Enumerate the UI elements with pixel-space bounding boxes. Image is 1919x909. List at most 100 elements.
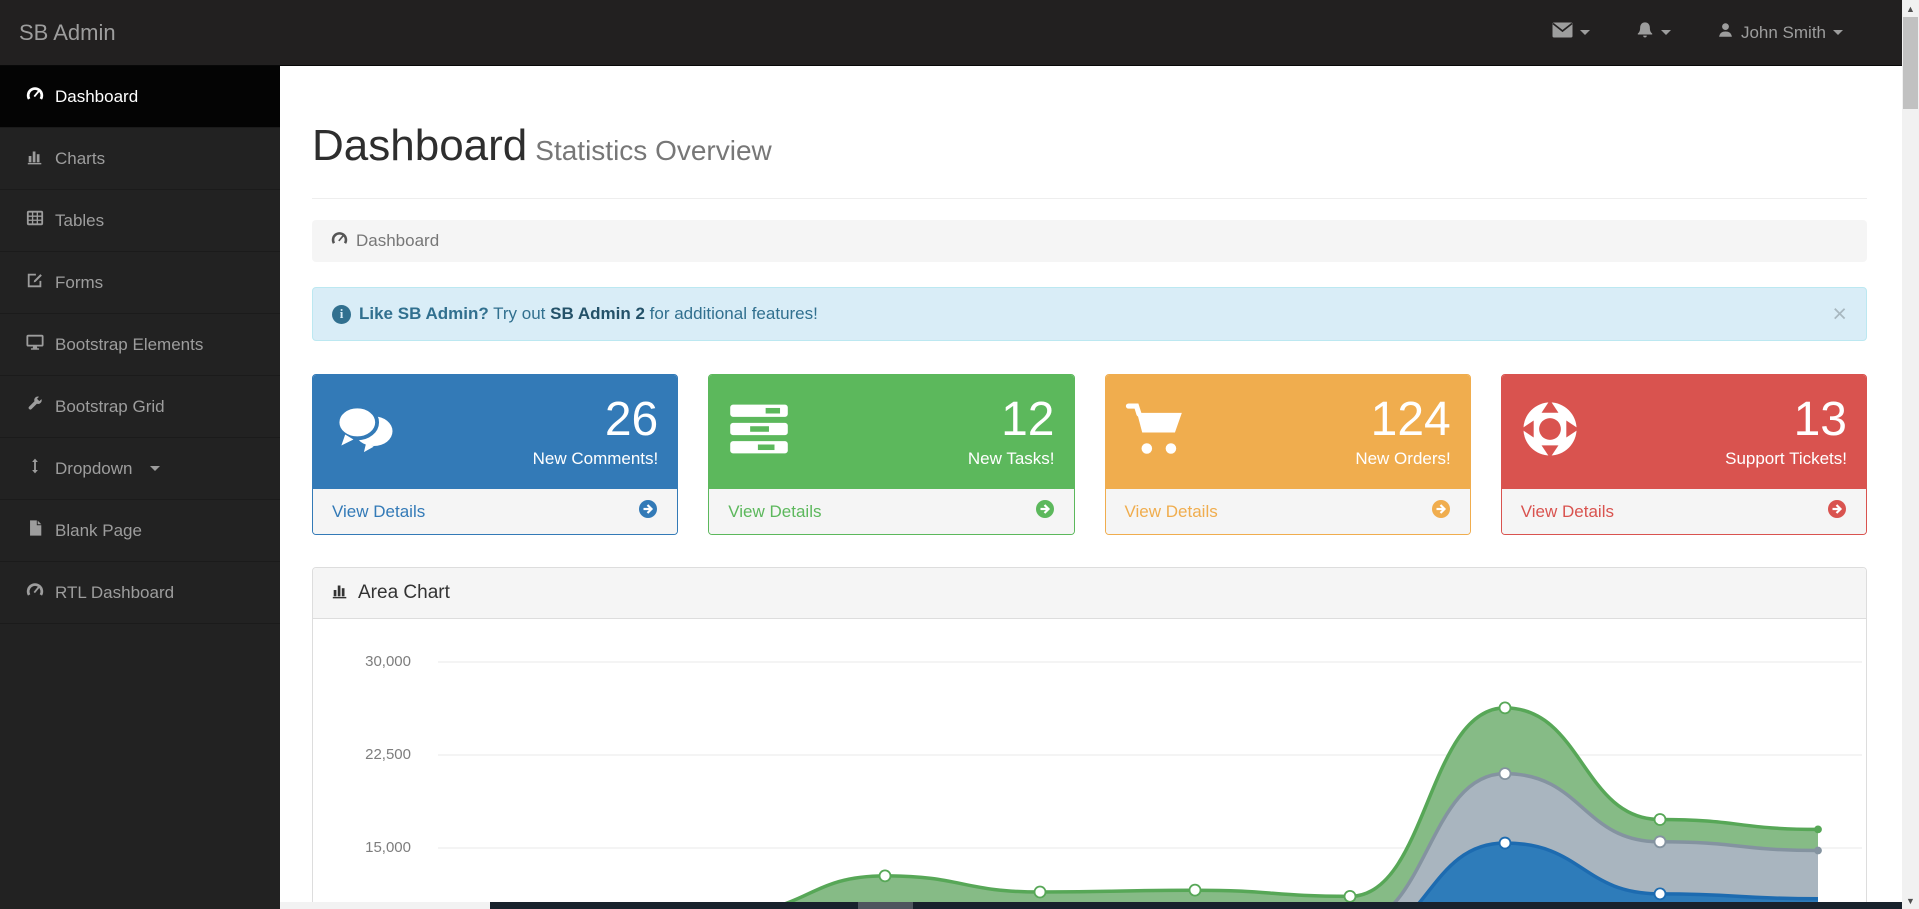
stat-label: New Comments!: [532, 448, 659, 468]
info-alert: i Like SB Admin? Try out SB Admin 2 for …: [312, 287, 1867, 341]
view-details-link[interactable]: View Details: [1105, 488, 1470, 534]
sidebar-item-label: Dropdown: [55, 458, 133, 478]
arrow-circle-right-icon: [638, 499, 658, 524]
tachometer-icon: [331, 230, 348, 252]
alert-bold-lead: Like SB Admin?: [359, 304, 489, 323]
view-details-link[interactable]: View Details: [709, 488, 1074, 534]
sidebar-item-dashboard[interactable]: Dashboard: [0, 66, 280, 128]
desktop-icon: [26, 333, 44, 356]
alerts-dropdown[interactable]: [1620, 11, 1687, 55]
breadcrumb-item: Dashboard: [356, 231, 440, 250]
app-brand[interactable]: SB Admin: [19, 19, 116, 45]
alert-middle: Try out: [488, 304, 551, 323]
sidebar-item-label: Charts: [55, 148, 106, 168]
sidebar-item-rtl-dashboard[interactable]: RTL Dashboard: [0, 562, 280, 624]
arrow-circle-right-icon: [1035, 499, 1055, 524]
user-icon: [1717, 21, 1734, 44]
bar-chart-icon: [26, 147, 44, 170]
stat-panel-heading: 124 New Orders!: [1105, 375, 1470, 488]
sidebar-item-charts[interactable]: Charts: [0, 128, 280, 190]
y-axis-tick-label: 15,000: [365, 839, 411, 856]
view-details-label: View Details: [1124, 501, 1218, 521]
messages-dropdown[interactable]: [1536, 12, 1606, 53]
alert-text: Like SB Admin? Try out SB Admin 2 for ad…: [359, 304, 818, 324]
stat-label: New Tasks!: [967, 448, 1055, 468]
taskbar-search[interactable]: [280, 902, 490, 909]
stat-panel-tasks: 12 New Tasks! View Details: [708, 374, 1075, 535]
user-dropdown[interactable]: John Smith: [1701, 11, 1859, 54]
page-title: Dashboard Statistics Overview: [312, 122, 1867, 199]
sidebar-item-tables[interactable]: Tables: [0, 190, 280, 252]
sidebar-item-label: Dashboard: [55, 86, 139, 106]
y-axis-tick-label: 22,500: [365, 746, 411, 763]
alert-link[interactable]: SB Admin 2: [550, 304, 645, 323]
sidebar-item-dropdown[interactable]: Dropdown: [0, 438, 280, 500]
tachometer-icon: [26, 581, 44, 604]
sidebar-item-bootstrap-elements[interactable]: Bootstrap Elements: [0, 314, 280, 376]
bar-chart-icon: [331, 581, 349, 605]
view-details-label: View Details: [728, 501, 822, 521]
stat-panel-tickets: 13 Support Tickets! View Details: [1500, 374, 1867, 535]
table-icon: [26, 209, 44, 232]
sidebar-item-label: Bootstrap Grid: [55, 396, 165, 416]
tachometer-icon: [26, 85, 44, 108]
area-chart-svg: [438, 661, 1862, 909]
tasks-icon: [728, 401, 790, 462]
view-details-link[interactable]: View Details: [1501, 488, 1866, 534]
stat-panel-heading: 26 New Comments!: [313, 375, 678, 488]
user-name: John Smith: [1740, 22, 1826, 42]
stat-value: 12: [1001, 392, 1055, 446]
vertical-scrollbar[interactable]: ▲ ▼: [1902, 0, 1919, 909]
area-chart-heading: Area Chart: [313, 568, 1866, 619]
stat-value: 13: [1793, 392, 1847, 446]
sidebar-item-label: Tables: [55, 210, 105, 230]
stat-panel-comments: 26 New Comments! View Details: [312, 374, 679, 535]
stat-panel-orders: 124 New Orders! View Details: [1104, 374, 1471, 535]
stat-label: Support Tickets!: [1725, 448, 1847, 468]
caret-down-icon: [1660, 30, 1671, 35]
sidebar-item-label: Bootstrap Elements: [55, 334, 204, 354]
sidebar-item-bootstrap-grid[interactable]: Bootstrap Grid: [0, 376, 280, 438]
view-details-label: View Details: [332, 501, 426, 521]
edit-icon: [26, 271, 44, 294]
top-navbar: SB Admin John Smith: [0, 0, 1919, 66]
arrow-circle-right-icon: [1827, 499, 1847, 524]
sidebar-item-label: Forms: [55, 272, 104, 292]
sidebar-item-forms[interactable]: Forms: [0, 252, 280, 314]
stat-panel-heading: 12 New Tasks!: [709, 375, 1074, 488]
scroll-down-icon[interactable]: ▼: [1906, 895, 1915, 906]
sidebar-item-blank-page[interactable]: Blank Page: [0, 500, 280, 562]
sidebar-nav: Dashboard Charts Tables Forms Bootstrap …: [0, 66, 280, 909]
caret-down-icon: [149, 466, 160, 471]
stat-panel-row: 26 New Comments! View Details 12 Ne: [312, 374, 1867, 535]
page-subtitle: Statistics Overview: [535, 135, 772, 166]
wrench-icon: [26, 395, 44, 418]
caret-down-icon: [1579, 30, 1590, 35]
life-ring-icon: [1520, 400, 1579, 463]
breadcrumb: Dashboard: [312, 220, 1867, 262]
sidebar-item-label: Blank Page: [55, 520, 142, 540]
stat-value: 26: [604, 392, 659, 446]
stat-value: 124: [1370, 392, 1451, 446]
area-chart-panel: Area Chart 30,000 22,500 15,000: [312, 567, 1867, 909]
arrows-vertical-icon: [26, 457, 44, 480]
scroll-up-icon[interactable]: ▲: [1906, 3, 1915, 14]
caret-down-icon: [1833, 30, 1843, 35]
comments-icon: [332, 401, 398, 462]
close-icon[interactable]: ×: [1832, 300, 1847, 328]
envelope-icon: [1552, 22, 1573, 43]
area-chart: 30,000 22,500 15,000: [313, 619, 1866, 909]
shopping-cart-icon: [1125, 401, 1187, 462]
page-title-text: Dashboard: [312, 121, 528, 170]
arrow-circle-right-icon: [1431, 499, 1451, 524]
file-icon: [26, 519, 44, 542]
view-details-link[interactable]: View Details: [313, 488, 678, 534]
main-content: Dashboard Statistics Overview Dashboard i…: [280, 66, 1902, 909]
taskbar-app-button[interactable]: [858, 902, 913, 909]
stat-panel-heading: 13 Support Tickets!: [1501, 375, 1866, 488]
area-chart-title: Area Chart: [358, 582, 450, 603]
scrollbar-thumb[interactable]: [1903, 17, 1918, 109]
sidebar-item-label: RTL Dashboard: [55, 582, 175, 602]
alert-tail: for additional features!: [644, 304, 818, 323]
